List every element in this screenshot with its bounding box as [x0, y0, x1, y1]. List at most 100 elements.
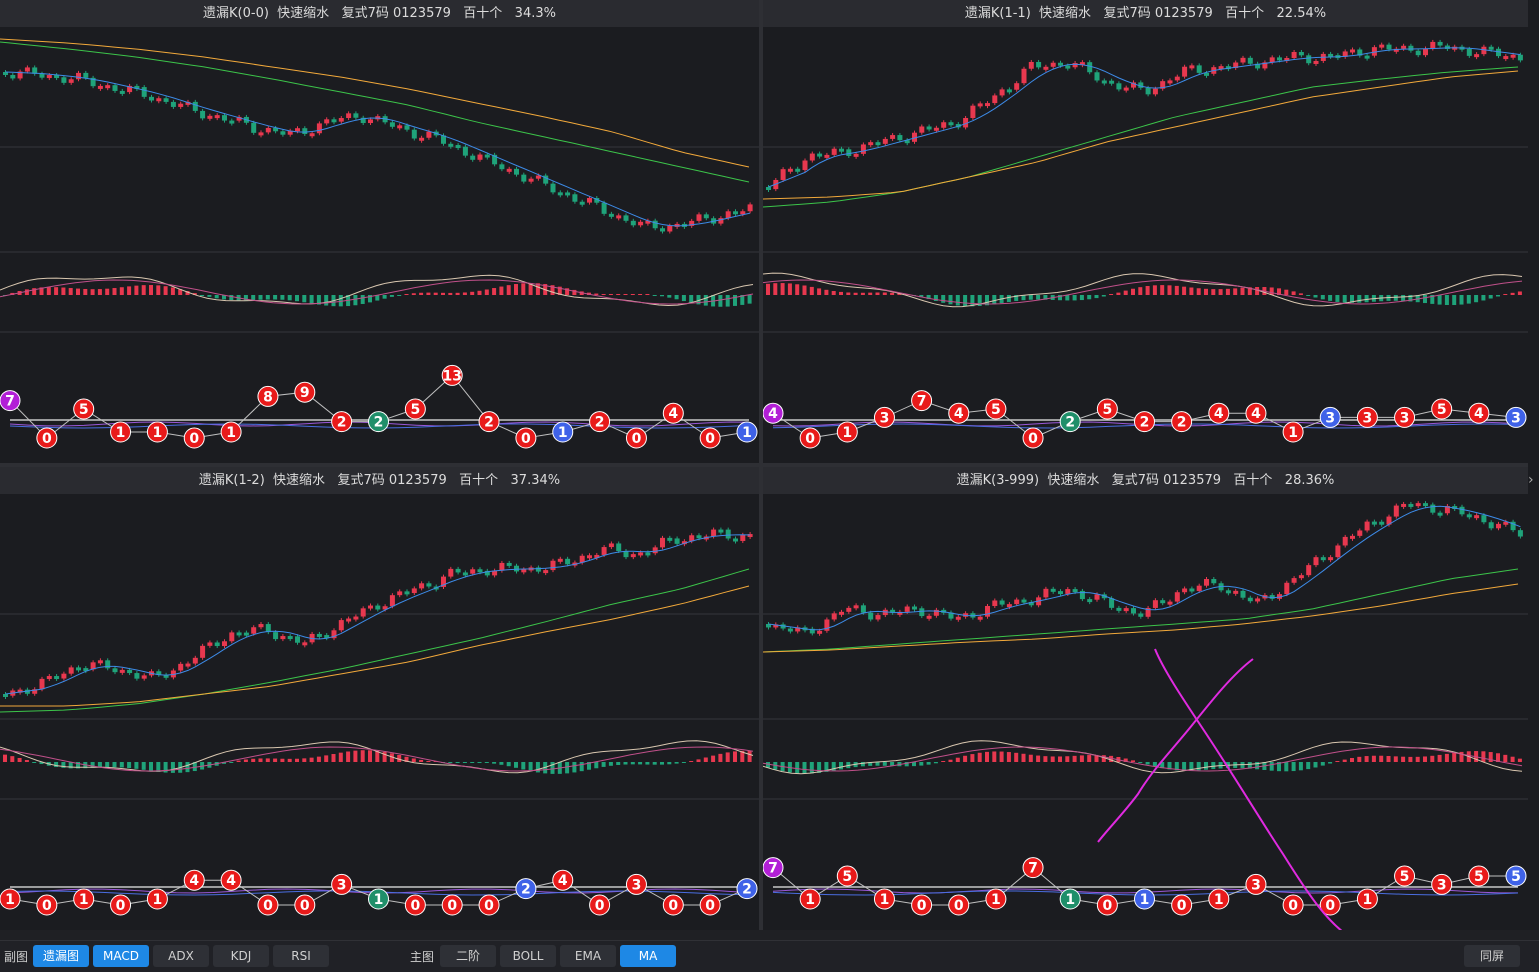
- candlestick: [1262, 62, 1268, 69]
- candlestick: [1379, 44, 1385, 48]
- candlestick: [141, 87, 147, 97]
- omission-marker-label: 0: [917, 898, 927, 914]
- macd-bar: [1459, 295, 1464, 305]
- horizontal-splitter[interactable]: [0, 463, 1528, 467]
- candlestick: [1006, 89, 1012, 93]
- main-button-ema[interactable]: EMA: [560, 945, 616, 967]
- macd-bar: [470, 291, 475, 295]
- macd-bar: [601, 294, 606, 295]
- candlestick: [1510, 54, 1516, 58]
- omission-marker-label: 5: [410, 402, 420, 418]
- macd-bar: [1371, 755, 1376, 762]
- sub-button-omission[interactable]: 遗漏图: [33, 945, 89, 967]
- omission-marker: [1319, 406, 1341, 428]
- omission-marker-label: 0: [668, 898, 678, 914]
- ma20-line: [763, 583, 1519, 653]
- omission-marker: [331, 873, 353, 895]
- sync-screen-button[interactable]: 同屏: [1464, 945, 1520, 967]
- macd-bar: [689, 295, 694, 303]
- candlestick: [795, 168, 801, 172]
- chart-canvas[interactable]: 7 0 5 1 1 0 1 8 9 2 2 5 13 2 0 1 2 0 4 0 1: [0, 27, 759, 463]
- chart-panel-bottom-right[interactable]: 遗漏K(3-999) 快速缩水 复式7码 0123579 百十个 28.36% …: [763, 467, 1528, 930]
- chart-canvas[interactable]: 1 0 1 0 1 4 4 0 0 3 1 0 0 0 2 4 0 3 0 0 2: [0, 494, 759, 930]
- omission-marker-label: 4: [668, 406, 678, 422]
- macd-bar: [1065, 756, 1070, 762]
- chart-panel-top-left[interactable]: 遗漏K(0-0) 快速缩水 复式7码 0123579 百十个 34.3% 7 0 5…: [0, 0, 759, 463]
- candlestick: [1298, 51, 1304, 56]
- macd-bar: [725, 295, 730, 307]
- sub-button-adx[interactable]: ADX: [153, 945, 209, 967]
- omission-marker-label: 7: [5, 394, 15, 410]
- macd-bar: [134, 762, 139, 769]
- sub-button-rsi[interactable]: RSI: [273, 945, 329, 967]
- macd-bar: [608, 762, 613, 766]
- omission-marker: [836, 865, 858, 887]
- chart-canvas[interactable]: 7 1 5 1 0 0 1 7 1 0 1 0 1 3 0 0 1 5 3 5 5: [763, 494, 1528, 930]
- candlestick: [1430, 41, 1436, 49]
- macd-bar: [1437, 295, 1442, 305]
- main-chart-label: 主图: [410, 950, 435, 964]
- chart-canvas[interactable]: 4 0 1 3 7 4 5 0 2 5 2 2 4 4 1 3 3 3 5 4 3: [763, 27, 1528, 463]
- macd-bar: [1028, 295, 1033, 300]
- main-button-boll[interactable]: BOLL: [500, 945, 556, 967]
- macd-bar: [295, 295, 299, 302]
- macd-bar: [1255, 287, 1260, 295]
- omission-marker: [515, 427, 537, 449]
- macd-bar: [24, 760, 29, 762]
- macd-bar: [1379, 755, 1384, 762]
- macd-bar: [1131, 760, 1135, 762]
- main-button-second-order[interactable]: 二阶: [440, 945, 496, 967]
- candlestick: [839, 148, 844, 152]
- candlestick: [127, 85, 133, 93]
- macd-bar: [24, 289, 29, 295]
- macd-bar: [506, 762, 511, 767]
- macd-bar: [696, 295, 701, 305]
- macd-bar: [1211, 289, 1216, 295]
- macd-bar: [660, 762, 664, 765]
- macd-bar: [747, 295, 752, 304]
- expand-arrow-icon[interactable]: ›: [1528, 472, 1534, 488]
- sub-button-macd[interactable]: MACD: [93, 945, 149, 967]
- candlestick: [1386, 44, 1392, 50]
- candlestick: [521, 174, 527, 182]
- macd-bar: [521, 283, 526, 295]
- macd-bar: [1014, 295, 1019, 301]
- macd-bar: [1109, 755, 1114, 762]
- macd-bar: [565, 762, 570, 774]
- macd-bar: [1503, 754, 1508, 762]
- omission-marker-label: 7: [917, 394, 927, 410]
- macd-bar: [462, 762, 467, 763]
- sub-button-kdj[interactable]: KDJ: [213, 945, 269, 967]
- macd-bar: [1357, 295, 1362, 303]
- macd-bar: [521, 762, 526, 770]
- candlestick: [119, 90, 125, 94]
- main-button-ma[interactable]: MA: [620, 945, 676, 967]
- candlestick: [338, 118, 344, 122]
- candlestick: [1444, 45, 1450, 49]
- annotation-stroke: [1154, 648, 1343, 930]
- candlestick: [236, 116, 242, 121]
- candlestick: [725, 529, 731, 539]
- candlestick: [601, 202, 607, 214]
- omission-marker-label: 2: [1140, 415, 1150, 431]
- omission-marker: [146, 421, 168, 443]
- omission-marker-label: 5: [1511, 869, 1521, 885]
- macd-bar: [280, 758, 285, 762]
- macd-bar: [1306, 295, 1311, 296]
- side-scroll-rail[interactable]: [1528, 0, 1539, 930]
- macd-bar: [1269, 762, 1274, 771]
- omission-marker-label: 5: [1400, 869, 1410, 885]
- macd-bar: [141, 762, 146, 770]
- macd-bar: [433, 292, 438, 295]
- candlestick: [579, 555, 585, 563]
- macd-bar: [331, 754, 336, 762]
- candlestick: [1058, 591, 1063, 595]
- macd-bar: [156, 285, 161, 295]
- macd-bar: [681, 295, 686, 302]
- chart-panel-top-right[interactable]: 遗漏K(1-1) 快速缩水 复式7码 0123579 百十个 22.54% 4 0…: [763, 0, 1528, 463]
- omission-marker: [0, 888, 21, 910]
- candlestick: [302, 642, 308, 646]
- chart-panel-bottom-left[interactable]: 遗漏K(1-2) 快速缩水 复式7码 0123579 百十个 37.34% 1 0…: [0, 467, 759, 930]
- omission-marker: [110, 421, 132, 443]
- candlestick: [711, 529, 717, 537]
